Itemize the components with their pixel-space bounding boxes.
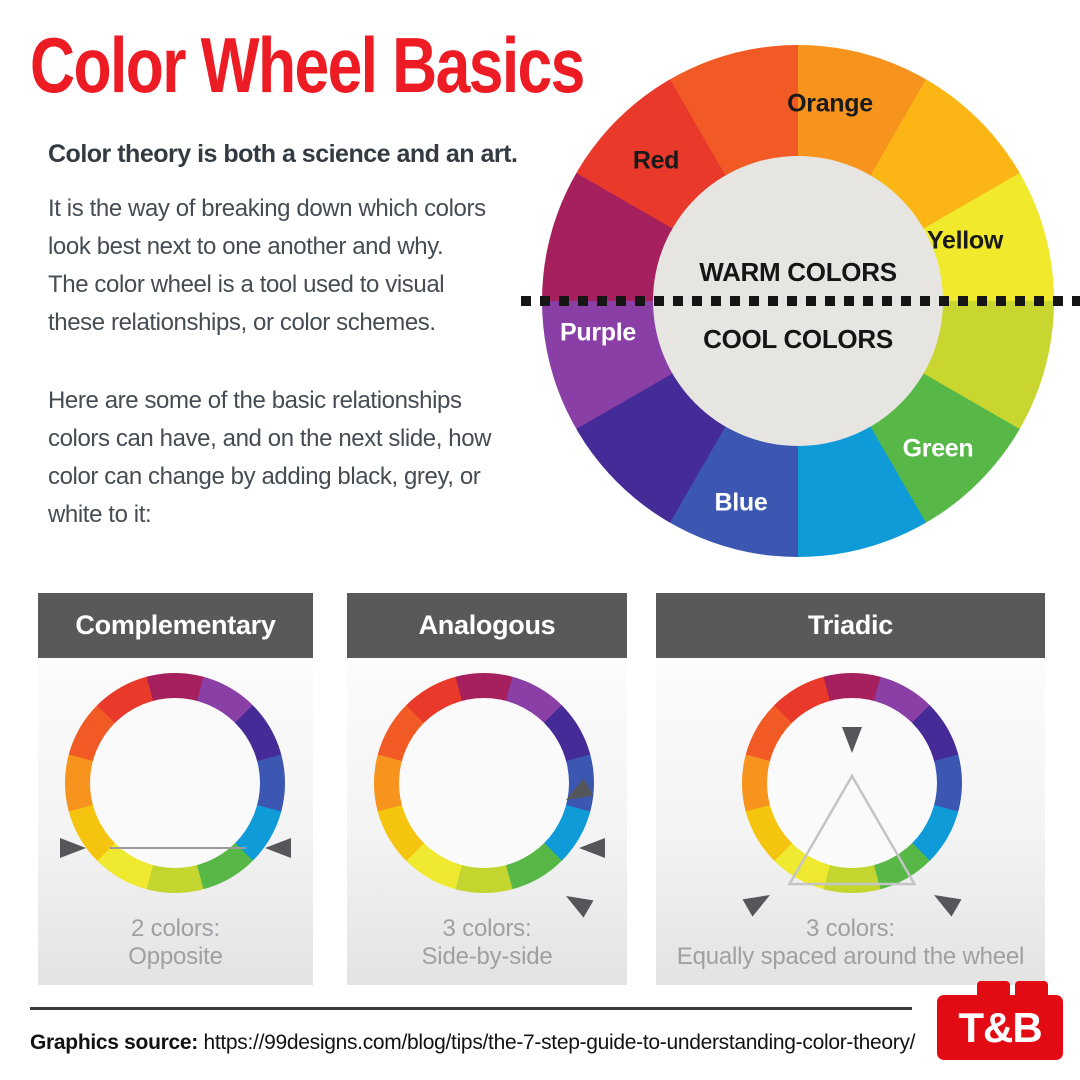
selection-arrow-icon (265, 838, 291, 858)
source-label: Graphics source: (30, 1031, 198, 1054)
caption-line-1: 2 colors: (131, 915, 220, 942)
wheel-label-orange: Orange (787, 89, 873, 118)
selection-arrow-icon (842, 727, 862, 753)
selection-arrow-icon (742, 886, 775, 917)
footer-divider (30, 1007, 912, 1010)
selection-arrow-icon (561, 887, 594, 918)
card-complementary-header: Complementary (38, 593, 313, 658)
caption-line-1: 3 colors: (442, 915, 532, 942)
wheel-label-green: Green (902, 434, 974, 463)
logo-text: T&B (937, 995, 1063, 1060)
wheel-label-purple: Purple (560, 318, 636, 347)
card-analogous-title: Analogous (418, 610, 556, 640)
card-analogous-caption: 3 colors: Side-by-side (347, 915, 627, 971)
card-analogous-body (347, 658, 627, 985)
cool-colors-label: COOL COLORS (703, 324, 893, 354)
page-title: Color Wheel Basics (30, 21, 585, 109)
mini-wheel-hole (90, 698, 260, 868)
card-complementary: Complementary 2 colors: Opposite (38, 593, 313, 985)
triadic-triangle (787, 773, 917, 886)
card-complementary-caption: 2 colors: Opposite (38, 915, 313, 971)
selection-arrow-icon (929, 886, 962, 917)
card-analogous: Analogous 3 colors: Side-by-side (347, 593, 627, 985)
card-triadic-title: Triadic (808, 610, 893, 640)
complementary-connector-line (110, 847, 246, 849)
card-complementary-body (38, 658, 313, 985)
caption-line-1: 3 colors: (806, 915, 895, 942)
mini-wheel-hole (399, 698, 569, 868)
card-triadic-header: Triadic (656, 593, 1045, 658)
wheel-label-blue: Blue (714, 488, 768, 517)
mini-wheel-hole (767, 698, 937, 868)
intro-paragraph-1: It is the way of breaking down which col… (48, 195, 486, 336)
caption-line-2: Side-by-side (421, 943, 553, 970)
source-url[interactable]: https://99designs.com/blog/tips/the-7-st… (203, 1031, 916, 1054)
warm-colors-label: WARM COLORS (699, 257, 897, 287)
warm-cool-divider (521, 296, 1080, 306)
card-triadic: Triadic 3 colors: Equally spaced around … (656, 593, 1045, 985)
selection-arrow-icon (60, 838, 86, 858)
caption-line-2: Opposite (128, 943, 223, 970)
selection-arrow-icon (579, 838, 605, 858)
card-triadic-caption: 3 colors: Equally spaced around the whee… (656, 915, 1045, 971)
footer-source: Graphics source: https://99designs.com/b… (30, 1031, 915, 1055)
brick-stud (977, 981, 1010, 997)
card-triadic-body (656, 658, 1045, 985)
wheel-label-red: Red (632, 146, 680, 175)
caption-line-2: Equally spaced around the wheel (676, 943, 1025, 970)
card-analogous-header: Analogous (347, 593, 627, 658)
intro-lead: Color theory is both a science and an ar… (48, 140, 518, 168)
wheel-label-yellow: Yellow (926, 226, 1004, 255)
brick-stud (1015, 981, 1048, 997)
intro-paragraph-2: Here are some of the basic relationships… (48, 387, 492, 528)
card-complementary-title: Complementary (75, 610, 276, 640)
tb-brick-logo: T&B (937, 981, 1063, 1060)
